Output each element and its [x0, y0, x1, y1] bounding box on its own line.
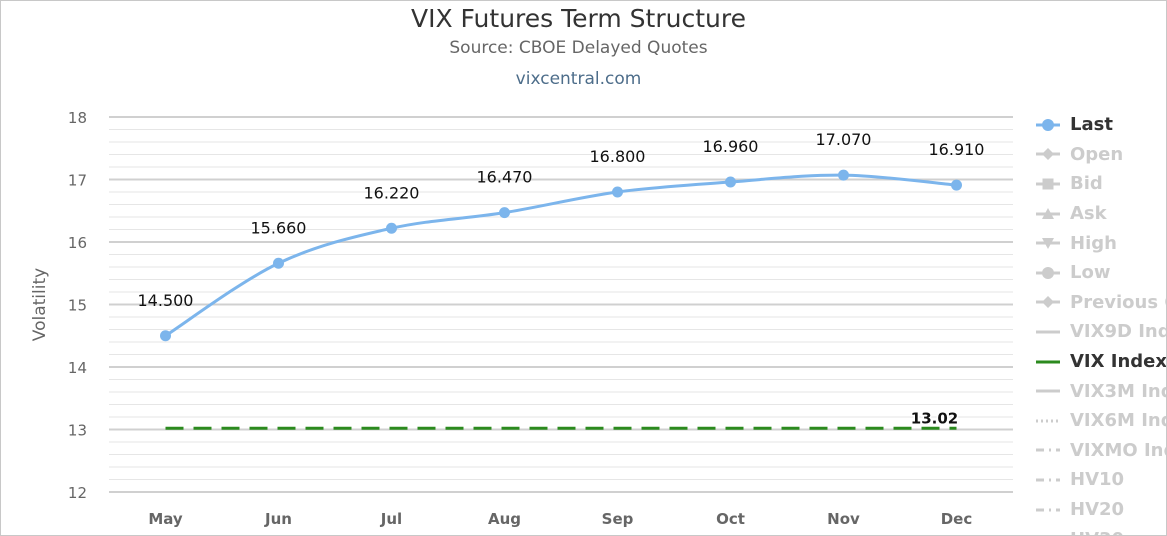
y-tick-label: 13 [68, 422, 87, 440]
last-data-point [951, 179, 962, 191]
last-data-label: 16.220 [364, 183, 420, 202]
last-data-point [273, 257, 284, 269]
legend-item-vixmo-inde[interactable]: VIXMO Inde [1035, 436, 1166, 466]
last-data-point [499, 207, 510, 219]
legend-item-vix-index[interactable]: VIX Index [1035, 347, 1166, 377]
last-data-point [725, 176, 736, 188]
legend-item-bid[interactable]: Bid [1035, 169, 1166, 199]
last-data-point [386, 222, 397, 234]
legend-label: VIX9D Inde [1070, 321, 1166, 343]
y-tick-label: 14 [68, 359, 87, 377]
legend-symbol-icon [1036, 478, 1060, 482]
y-axis-title: Volatility [30, 268, 50, 341]
last-data-label: 17.070 [816, 130, 872, 149]
legend-item-last[interactable]: Last [1035, 110, 1166, 140]
legend-symbol-icon [1036, 448, 1060, 452]
y-tick-label: 18 [68, 109, 87, 127]
legend-item-hv30[interactable]: HV30 [1035, 524, 1166, 536]
legend-item-vix6m-inde[interactable]: VIX6M Inde [1035, 406, 1166, 436]
legend-label: VIX3M Inde [1070, 380, 1166, 402]
legend-item-high[interactable]: High [1035, 228, 1166, 258]
legend-symbol-icon [1036, 330, 1060, 334]
x-tick-label: Aug [488, 510, 521, 528]
x-tick-label: Jul [380, 510, 402, 528]
legend-label: HV10 [1070, 469, 1125, 491]
legend-symbol-icon [1036, 266, 1060, 279]
legend-item-ask[interactable]: Ask [1035, 199, 1166, 229]
y-tick-label: 16 [68, 234, 87, 252]
last-data-label: 16.960 [703, 137, 759, 156]
last-data-label: 16.470 [477, 168, 533, 187]
last-data-label: 16.800 [590, 147, 646, 166]
legend-symbol-icon [1036, 118, 1060, 131]
legend-label: Ask [1070, 203, 1107, 225]
legend-label: VIXMO Inde [1070, 439, 1166, 461]
legend-label: HV20 [1070, 499, 1125, 521]
x-tick-label: Nov [827, 510, 860, 528]
x-tick-label: May [148, 510, 183, 528]
legend-item-vix3m-inde[interactable]: VIX3M Inde [1035, 376, 1166, 406]
last-data-label: 16.910 [929, 140, 985, 159]
legend-symbol-icon [1036, 389, 1060, 393]
legend-label: Open [1070, 143, 1124, 165]
y-tick-label: 15 [68, 297, 87, 315]
last-data-label: 15.660 [251, 218, 307, 237]
legend-item-open[interactable]: Open [1035, 140, 1166, 170]
x-tick-label: Dec [941, 510, 973, 528]
legend-label: Last [1070, 114, 1113, 136]
x-tick-label: Jun [264, 510, 292, 528]
x-tick-label: Sep [602, 510, 634, 528]
legend-symbol-icon [1036, 508, 1060, 512]
legend-symbol-icon [1036, 178, 1060, 190]
legend-symbol-icon [1035, 529, 1061, 536]
legend-item-hv10[interactable]: HV10 [1035, 465, 1166, 495]
source-link[interactable]: vixcentral.com [515, 69, 642, 89]
chart-legend: Last Open Bid Ask High Low Previous C VIX9D Ind… [1035, 110, 1166, 536]
last-series-line [164, 173, 957, 338]
vix-index-data-label: 13.02 [911, 409, 958, 427]
legend-symbol-icon [1036, 148, 1060, 161]
last-data-point [160, 330, 171, 342]
legend-symbol-icon [1036, 238, 1060, 250]
legend-symbol-icon [1036, 360, 1060, 364]
legend-label: Previous C [1070, 291, 1166, 313]
last-data-point [838, 169, 849, 181]
legend-item-previous-c[interactable]: Previous C [1035, 288, 1166, 318]
x-tick-label: Oct [716, 510, 745, 528]
y-tick-label: 17 [68, 172, 87, 190]
legend-label: Low [1070, 262, 1111, 284]
legend-item-vix9d-inde[interactable]: VIX9D Inde [1035, 317, 1166, 347]
last-data-label: 14.500 [138, 291, 194, 310]
y-tick-label: 12 [68, 484, 87, 502]
legend-item-hv20[interactable]: HV20 [1035, 495, 1166, 525]
chart-title: VIX Futures Term Structure [411, 4, 746, 33]
legend-label: VIX6M Inde [1070, 410, 1166, 432]
last-data-point [612, 186, 623, 198]
legend-symbol-icon [1036, 207, 1060, 219]
legend-label: VIX Index [1070, 351, 1166, 373]
chart-subtitle: Source: CBOE Delayed Quotes [449, 38, 708, 58]
legend-label: HV30 [1070, 529, 1124, 535]
legend-symbol-icon [1036, 296, 1060, 309]
legend-symbol-icon [1036, 419, 1060, 423]
legend-label: Bid [1070, 173, 1103, 195]
legend-label: High [1070, 232, 1117, 254]
legend-item-low[interactable]: Low [1035, 258, 1166, 288]
